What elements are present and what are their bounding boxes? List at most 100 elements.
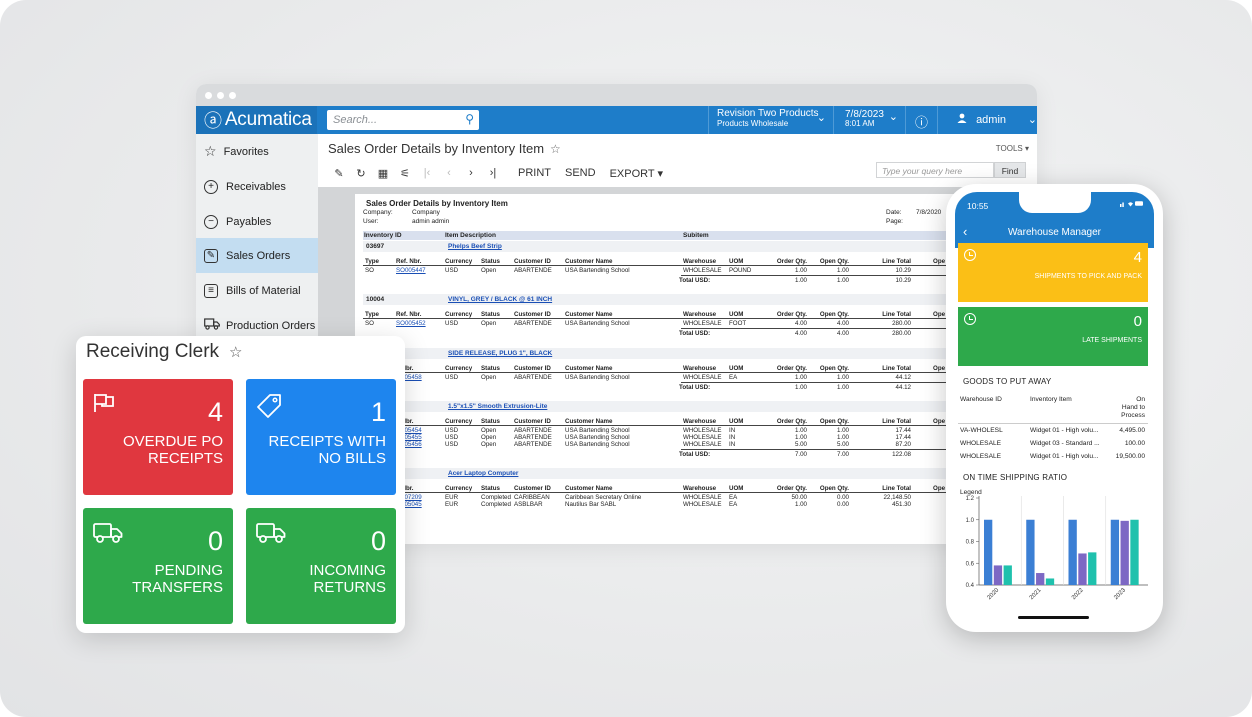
table-cell[interactable]: 005045 (401, 501, 422, 508)
table-cell: WHOLESALE (960, 440, 1002, 447)
column-item-description: Item Description (445, 232, 496, 239)
favorite-star-icon[interactable]: ☆ (229, 344, 243, 361)
truck-icon (256, 522, 286, 549)
total-label: Total USD: (679, 277, 711, 284)
mobile-phone: 10:55 ‹ Warehouse Manager 4 SHIPMENTS TO… (946, 184, 1163, 632)
clock-icon (964, 249, 976, 261)
search-icon[interactable]: ⚲ (465, 112, 474, 126)
logo-text: Acumatica (224, 109, 312, 130)
tile-shipments-to-pick-and-pack[interactable]: 4 SHIPMENTS TO PICK AND PACK (958, 243, 1148, 302)
help-button[interactable]: ⓘ (905, 106, 938, 134)
item-description-link[interactable]: Phelps Beef Strip (448, 243, 502, 250)
table-cell: USA Bartending School (565, 267, 630, 274)
table-cell: Line Total (882, 485, 911, 492)
sidebar-item-production-orders[interactable]: Production Orders (196, 308, 318, 343)
item-description-link[interactable]: Acer Laptop Computer (448, 470, 519, 477)
column-on-hand-line: Hand to (1121, 404, 1145, 411)
item-description-link[interactable]: SIDE RELEASE, PLUG 1", BLACK (448, 350, 553, 357)
table-cell[interactable]: Widget 01 - High volu... (1030, 453, 1099, 460)
window-dot[interactable] (217, 92, 224, 99)
item-description-link[interactable]: VINYL, GREY / BLACK @ 61 INCH (448, 296, 553, 303)
query-input[interactable]: Type your query here (876, 162, 994, 178)
next-page-icon[interactable]: › (469, 167, 473, 179)
y-tick-label: 0.4 (966, 583, 975, 589)
chart-bar (1068, 519, 1077, 585)
item-description-link[interactable]: 1.5"x1.5" Smooth Extrusion-Lite (448, 403, 548, 410)
table-cell: Warehouse (683, 365, 717, 372)
table-cell[interactable]: 007209 (401, 494, 422, 501)
table-cell[interactable]: 005456 (401, 441, 422, 448)
table-cell: Type (365, 311, 379, 318)
table-cell: Status (481, 485, 500, 492)
table-cell: WHOLESALE (683, 434, 722, 441)
user-menu[interactable]: admin ⌄ (947, 106, 1037, 134)
table-cell: 1.00 (794, 374, 807, 381)
branch-selector[interactable]: Revision Two Products Products Wholesale… (708, 106, 833, 134)
tile-value: 0 (370, 526, 386, 556)
company-value: Company (412, 209, 440, 216)
total-row: Total USD: 1.00 1.00 44.12 (363, 384, 955, 392)
find-button[interactable]: Find (994, 162, 1026, 178)
tools-menu[interactable]: TOOLS ▾ (995, 144, 1029, 153)
table-cell[interactable]: 005458 (401, 374, 422, 381)
group-icon[interactable]: ⚟ (400, 167, 410, 180)
table-cell[interactable]: SO005447 (396, 267, 426, 274)
sidebar-item-sales-orders[interactable]: ✎ Sales Orders (196, 238, 318, 273)
table-cell: Order Qty. (776, 485, 807, 492)
table-cell: WHOLESALE (683, 267, 722, 274)
back-arrow-icon[interactable]: ‹ (963, 224, 968, 239)
table-cell: Order Qty. (776, 258, 807, 265)
tile-overdue-po-receipts[interactable]: 4 OVERDUE PO RECEIPTS (83, 379, 233, 495)
window-dot[interactable] (205, 92, 212, 99)
chart-bar (1110, 519, 1120, 585)
table-cell[interactable]: Widget 03 - Standard ... (1030, 440, 1100, 447)
table-header-row: Type Ref. Nbr. Currency Status Customer ID Cu… (363, 311, 955, 319)
table-cell[interactable]: 005454 (401, 427, 422, 434)
table-cell: ABARTENDE (514, 267, 552, 274)
tile-value: 4 (1133, 249, 1142, 266)
table-row: SO SO005452 USD Open ABARTENDE USA Bartending… (363, 320, 955, 328)
sidebar-item-payables[interactable]: − Payables (196, 204, 318, 239)
favorite-star-icon[interactable]: ☆ (550, 142, 561, 156)
sidebar-item-favorites[interactable]: ☆ Favorites (196, 134, 318, 169)
sidebar-item-receivables[interactable]: + Receivables (196, 169, 318, 204)
edit-icon[interactable]: ✎ (334, 167, 344, 180)
export-button[interactable]: EXPORT ▾ (609, 167, 663, 180)
table-header-row: Type Ref. Nbr. Currency Status Customer ID Cu… (363, 258, 955, 266)
tile-receipts-with-no-bills[interactable]: 1 RECEIPTS WITH NO BILLS (246, 379, 396, 495)
tile-pending-transfers[interactable]: 0 PENDING TRANSFERS (83, 508, 233, 624)
business-date-selector[interactable]: 7/8/2023 8:01 AM ⌄ (833, 106, 905, 134)
table-cell: Type (365, 258, 379, 265)
tile-label-line: PENDING (154, 562, 223, 579)
phone-notch (1019, 192, 1091, 213)
user-label: User: (363, 218, 379, 225)
table-cell: USA Bartending School (565, 374, 630, 381)
table-cell: 17.44 (895, 427, 911, 434)
query-placeholder: Type your query here (882, 166, 963, 176)
sidebar-item-bills-of-material[interactable]: ≡ Bills of Material (196, 273, 318, 308)
table-cell: WHOLESALE (683, 494, 722, 501)
search-placeholder: Search... (333, 114, 378, 126)
send-button[interactable]: SEND (565, 167, 596, 179)
first-page-icon[interactable]: |‹ (423, 167, 431, 179)
search-input[interactable]: Search... ⚲ (327, 110, 479, 130)
table-cell: USD (445, 267, 459, 274)
table-cell[interactable]: SO005452 (396, 320, 426, 327)
tile-incoming-returns[interactable]: 0 INCOMING RETURNS (246, 508, 396, 624)
table-cell[interactable]: 005455 (401, 434, 422, 441)
sidebar-item-label: Receivables (226, 180, 286, 193)
table-cell: 4,495.00 (1119, 427, 1145, 434)
window-dot[interactable] (229, 92, 236, 99)
last-page-icon[interactable]: ›| (489, 167, 497, 179)
table-cell[interactable]: Widget 01 - High volu... (1030, 427, 1099, 434)
table-cell: UOM (729, 418, 744, 425)
print-button[interactable]: PRINT (518, 167, 551, 179)
acumatica-logo[interactable]: ⓐ Acumatica (196, 106, 317, 134)
table-row: 005454 USD Open ABARTENDE USA Bartending Sch… (363, 427, 955, 435)
clock-icon (964, 313, 976, 325)
previous-page-icon[interactable]: ‹ (447, 167, 451, 179)
refresh-icon[interactable]: ↻ (356, 167, 366, 180)
parameters-icon[interactable]: ▦ (377, 167, 389, 180)
table-row: 005045 EUR Completed ASBLBAR Nautilus Bar SA… (363, 501, 955, 509)
tile-late-shipments[interactable]: 0 LATE SHIPMENTS (958, 307, 1148, 366)
